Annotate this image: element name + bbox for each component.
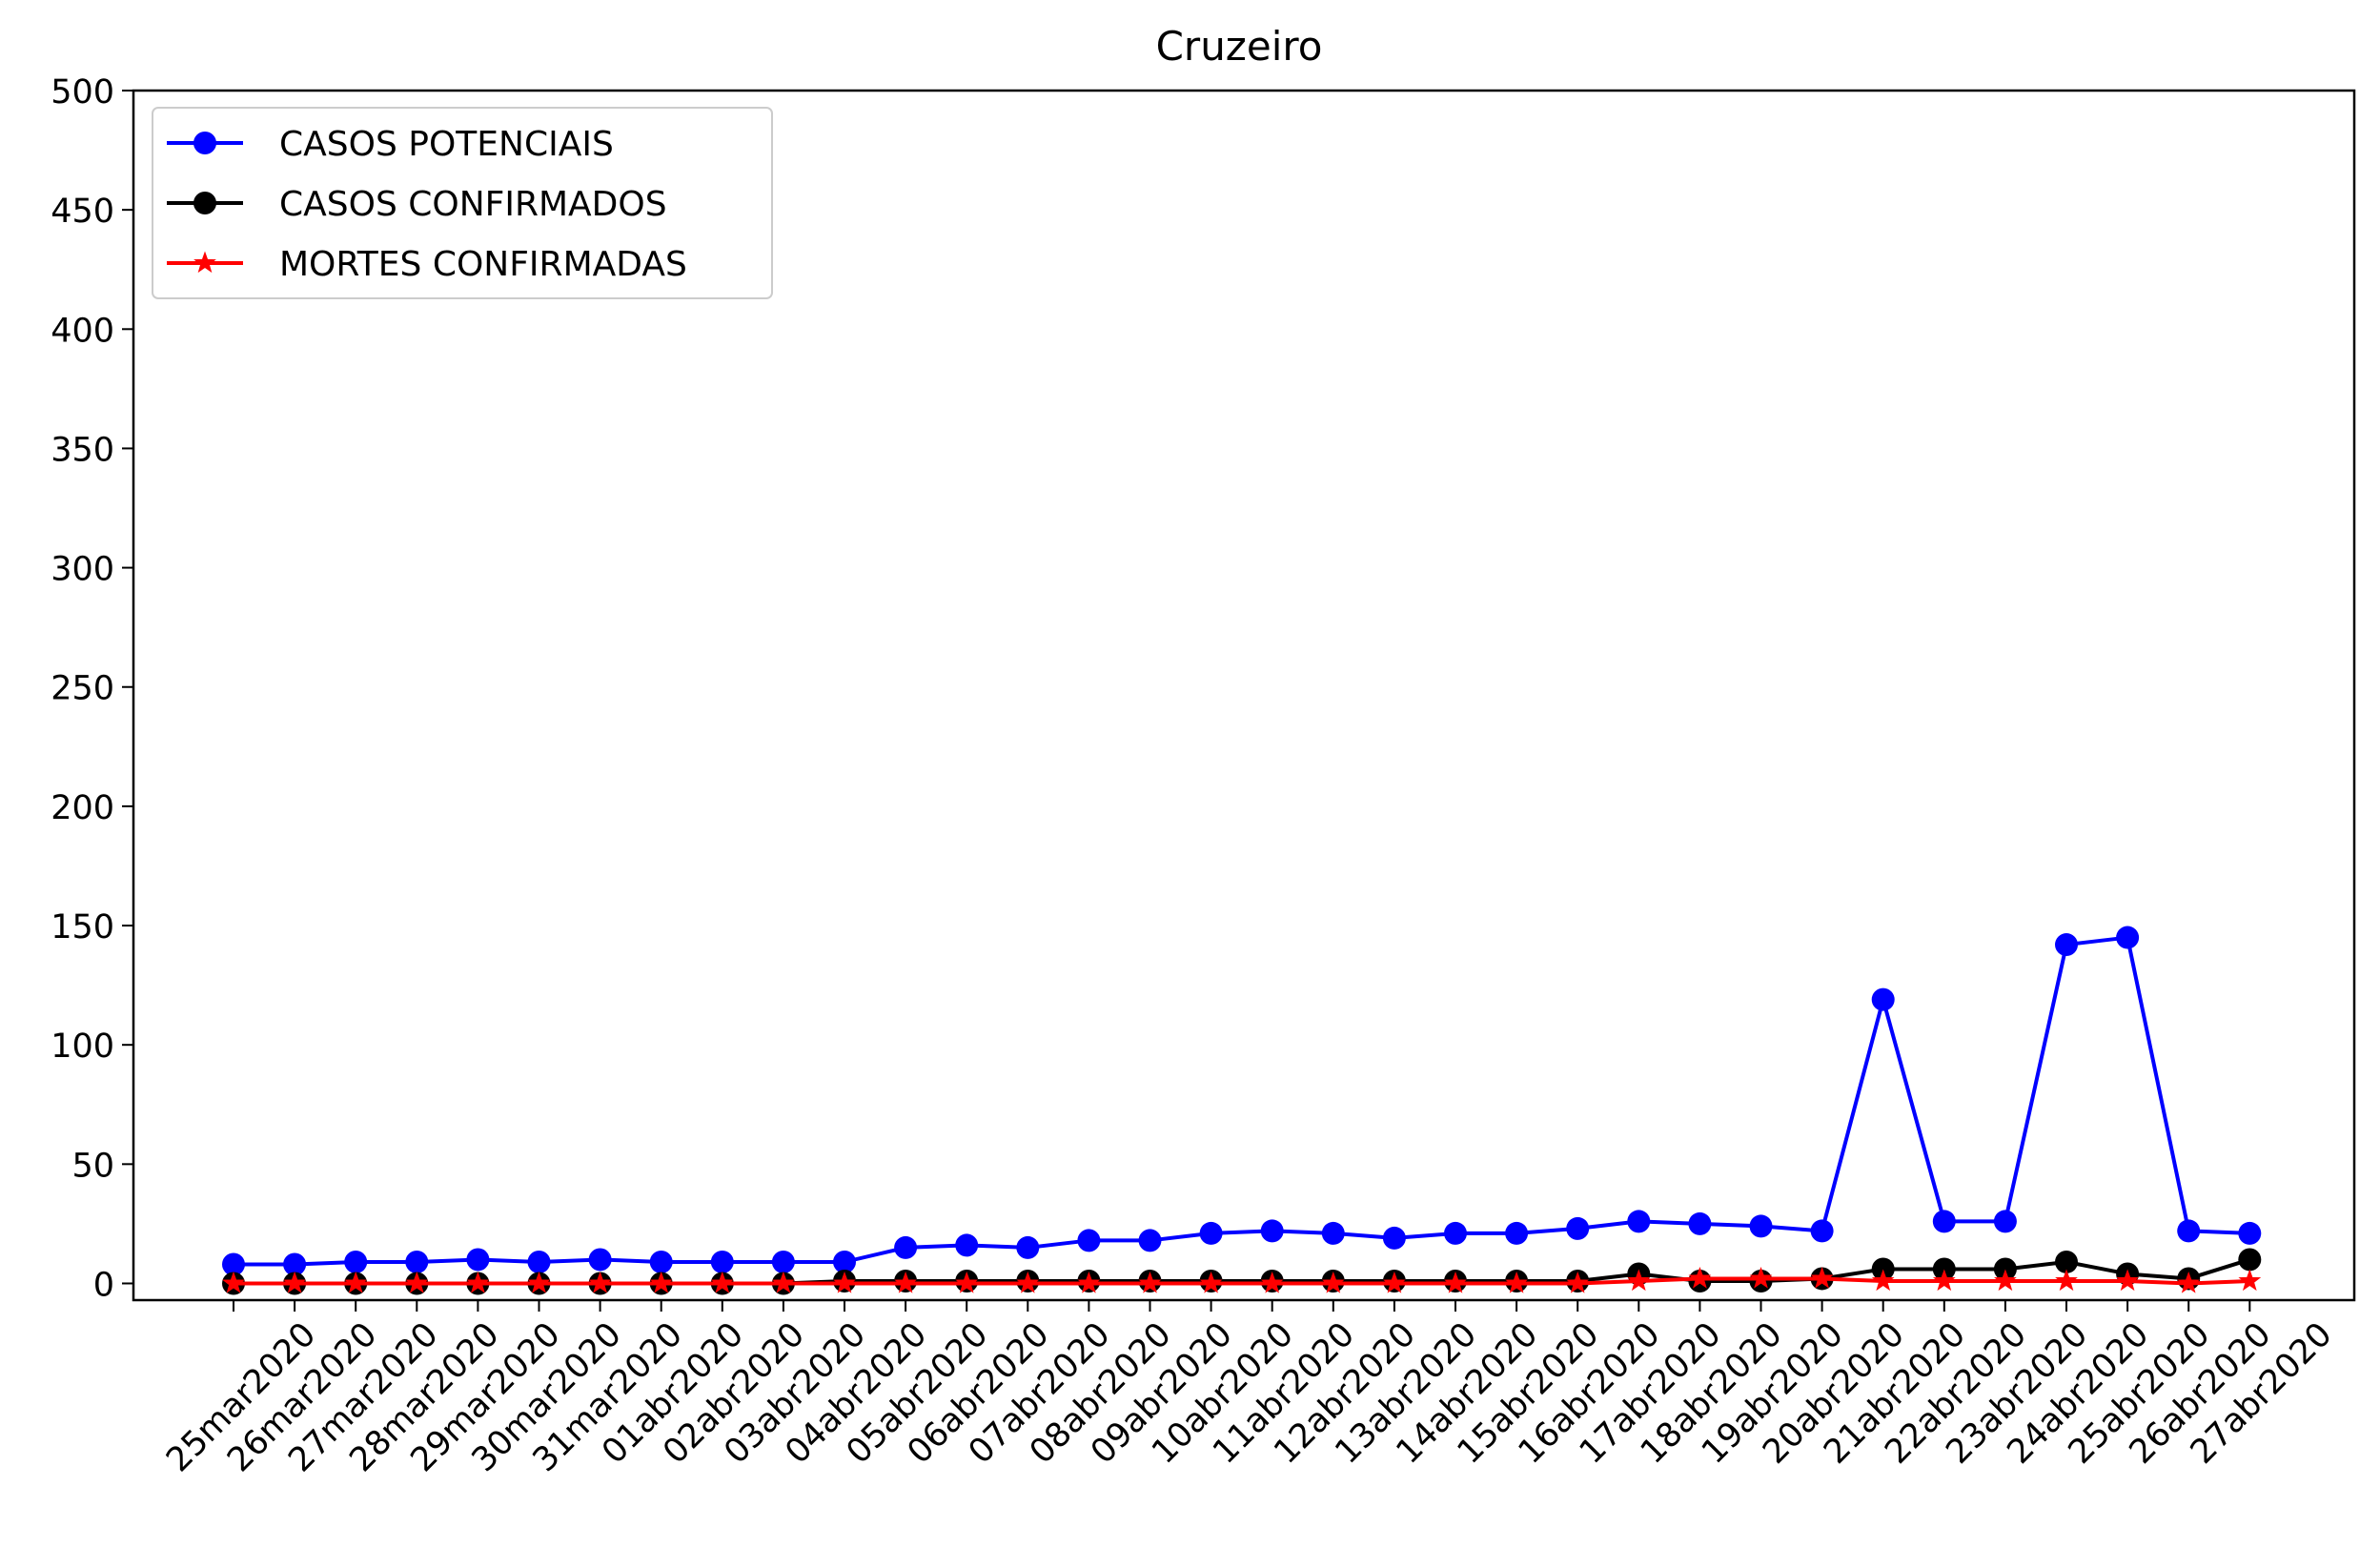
legend-box xyxy=(152,107,773,299)
data-point-s0 xyxy=(955,1233,979,1257)
data-point-s0 xyxy=(1993,1210,2017,1233)
data-point-s1 xyxy=(1993,1257,2017,1281)
y-tick-label: 50 xyxy=(71,1147,114,1185)
data-point-s0 xyxy=(649,1250,673,1273)
data-point-s0 xyxy=(1260,1219,1284,1243)
y-tick-label: 150 xyxy=(51,908,114,947)
data-point-s0 xyxy=(1199,1221,1223,1245)
data-point-s2 xyxy=(1016,1272,1040,1293)
data-point-s2 xyxy=(588,1272,612,1293)
data-point-s2 xyxy=(710,1272,734,1293)
data-point-s2 xyxy=(466,1272,490,1293)
data-point-s0 xyxy=(833,1250,856,1273)
data-point-s0 xyxy=(1932,1210,1956,1233)
legend-label: MORTES CONFIRMADAS xyxy=(279,245,687,284)
legend-marker xyxy=(193,192,216,214)
data-point-s2 xyxy=(1444,1272,1467,1293)
data-point-s2 xyxy=(2238,1269,2262,1292)
data-point-s0 xyxy=(894,1235,918,1259)
y-tick-label: 0 xyxy=(93,1266,114,1304)
legend-label: CASOS CONFIRMADOS xyxy=(279,185,667,224)
data-point-s0 xyxy=(2238,1221,2262,1245)
data-point-s0 xyxy=(771,1250,795,1273)
data-point-s2 xyxy=(1932,1269,1956,1292)
data-point-s2 xyxy=(344,1272,368,1293)
data-point-s2 xyxy=(222,1272,245,1293)
data-point-s2 xyxy=(1749,1266,1773,1289)
y-tick-label: 500 xyxy=(51,73,114,112)
data-point-s0 xyxy=(405,1250,429,1273)
data-point-s0 xyxy=(1749,1214,1773,1238)
data-point-s1 xyxy=(1871,1257,1895,1281)
data-point-s0 xyxy=(1077,1229,1101,1252)
chart-title: Cruzeiro xyxy=(1156,23,1323,70)
data-point-s1 xyxy=(1932,1257,1956,1281)
data-point-s0 xyxy=(1505,1221,1529,1245)
data-point-s0 xyxy=(1138,1229,1162,1252)
data-point-s2 xyxy=(1871,1269,1895,1292)
data-point-s2 xyxy=(772,1272,795,1293)
data-point-s2 xyxy=(833,1272,856,1293)
data-point-s0 xyxy=(1321,1221,1345,1245)
data-point-s0 xyxy=(2116,926,2140,949)
data-point-s0 xyxy=(283,1252,307,1276)
y-tick-label: 250 xyxy=(51,670,114,708)
data-point-s2 xyxy=(1138,1272,1162,1293)
data-point-s2 xyxy=(2116,1269,2139,1292)
data-point-s2 xyxy=(955,1272,979,1293)
data-point-s0 xyxy=(1444,1221,1467,1245)
data-point-s0 xyxy=(1382,1226,1406,1250)
data-point-s2 xyxy=(1566,1272,1590,1293)
data-point-s2 xyxy=(894,1272,917,1293)
data-point-s2 xyxy=(527,1272,551,1293)
series-line-2 xyxy=(234,1276,2250,1286)
data-point-s2 xyxy=(1994,1269,2017,1292)
data-point-s0 xyxy=(1016,1235,1040,1259)
data-point-s0 xyxy=(344,1250,368,1273)
data-point-s0 xyxy=(2177,1219,2201,1243)
data-point-s0 xyxy=(588,1248,612,1272)
data-point-s2 xyxy=(1199,1272,1223,1293)
data-point-s2 xyxy=(1321,1272,1345,1293)
data-point-s0 xyxy=(710,1250,734,1273)
data-point-s0 xyxy=(1810,1219,1834,1243)
data-point-s2 xyxy=(283,1272,306,1293)
y-tick-label: 450 xyxy=(51,193,114,231)
data-point-s2 xyxy=(1260,1272,1284,1293)
data-point-s0 xyxy=(527,1250,551,1273)
data-point-s1 xyxy=(2055,1250,2078,1273)
data-point-s2 xyxy=(405,1272,429,1293)
data-point-s2 xyxy=(2177,1272,2201,1293)
data-point-s2 xyxy=(1383,1272,1406,1293)
data-point-s0 xyxy=(2055,933,2078,957)
data-point-s1 xyxy=(2238,1248,2262,1272)
data-point-s2 xyxy=(1810,1266,1834,1289)
data-point-s2 xyxy=(1688,1266,1712,1289)
data-point-s0 xyxy=(1627,1210,1651,1233)
data-point-s0 xyxy=(1566,1216,1590,1240)
data-point-s0 xyxy=(466,1248,490,1272)
data-point-s2 xyxy=(1627,1269,1651,1292)
data-point-s2 xyxy=(1077,1272,1101,1293)
y-tick-label: 400 xyxy=(51,312,114,350)
legend-marker xyxy=(193,251,216,274)
legend-marker xyxy=(193,132,216,154)
data-point-s0 xyxy=(222,1252,245,1276)
data-point-s0 xyxy=(1688,1211,1712,1235)
data-point-s2 xyxy=(649,1272,673,1293)
y-tick-label: 350 xyxy=(51,431,114,469)
axes-frame xyxy=(132,89,2356,1302)
y-tick-label: 200 xyxy=(51,789,114,827)
series-line-0 xyxy=(234,935,2250,1267)
data-point-s0 xyxy=(1871,987,1895,1011)
legend-label: CASOS POTENCIAIS xyxy=(279,125,614,164)
y-tick-label: 300 xyxy=(51,551,114,589)
data-point-s2 xyxy=(2055,1269,2078,1292)
y-tick-label: 100 xyxy=(51,1028,114,1066)
legend: CASOS POTENCIAIS CASOS CONFIRMADOS MORTES … xyxy=(152,107,773,299)
data-point-s2 xyxy=(1505,1272,1528,1293)
